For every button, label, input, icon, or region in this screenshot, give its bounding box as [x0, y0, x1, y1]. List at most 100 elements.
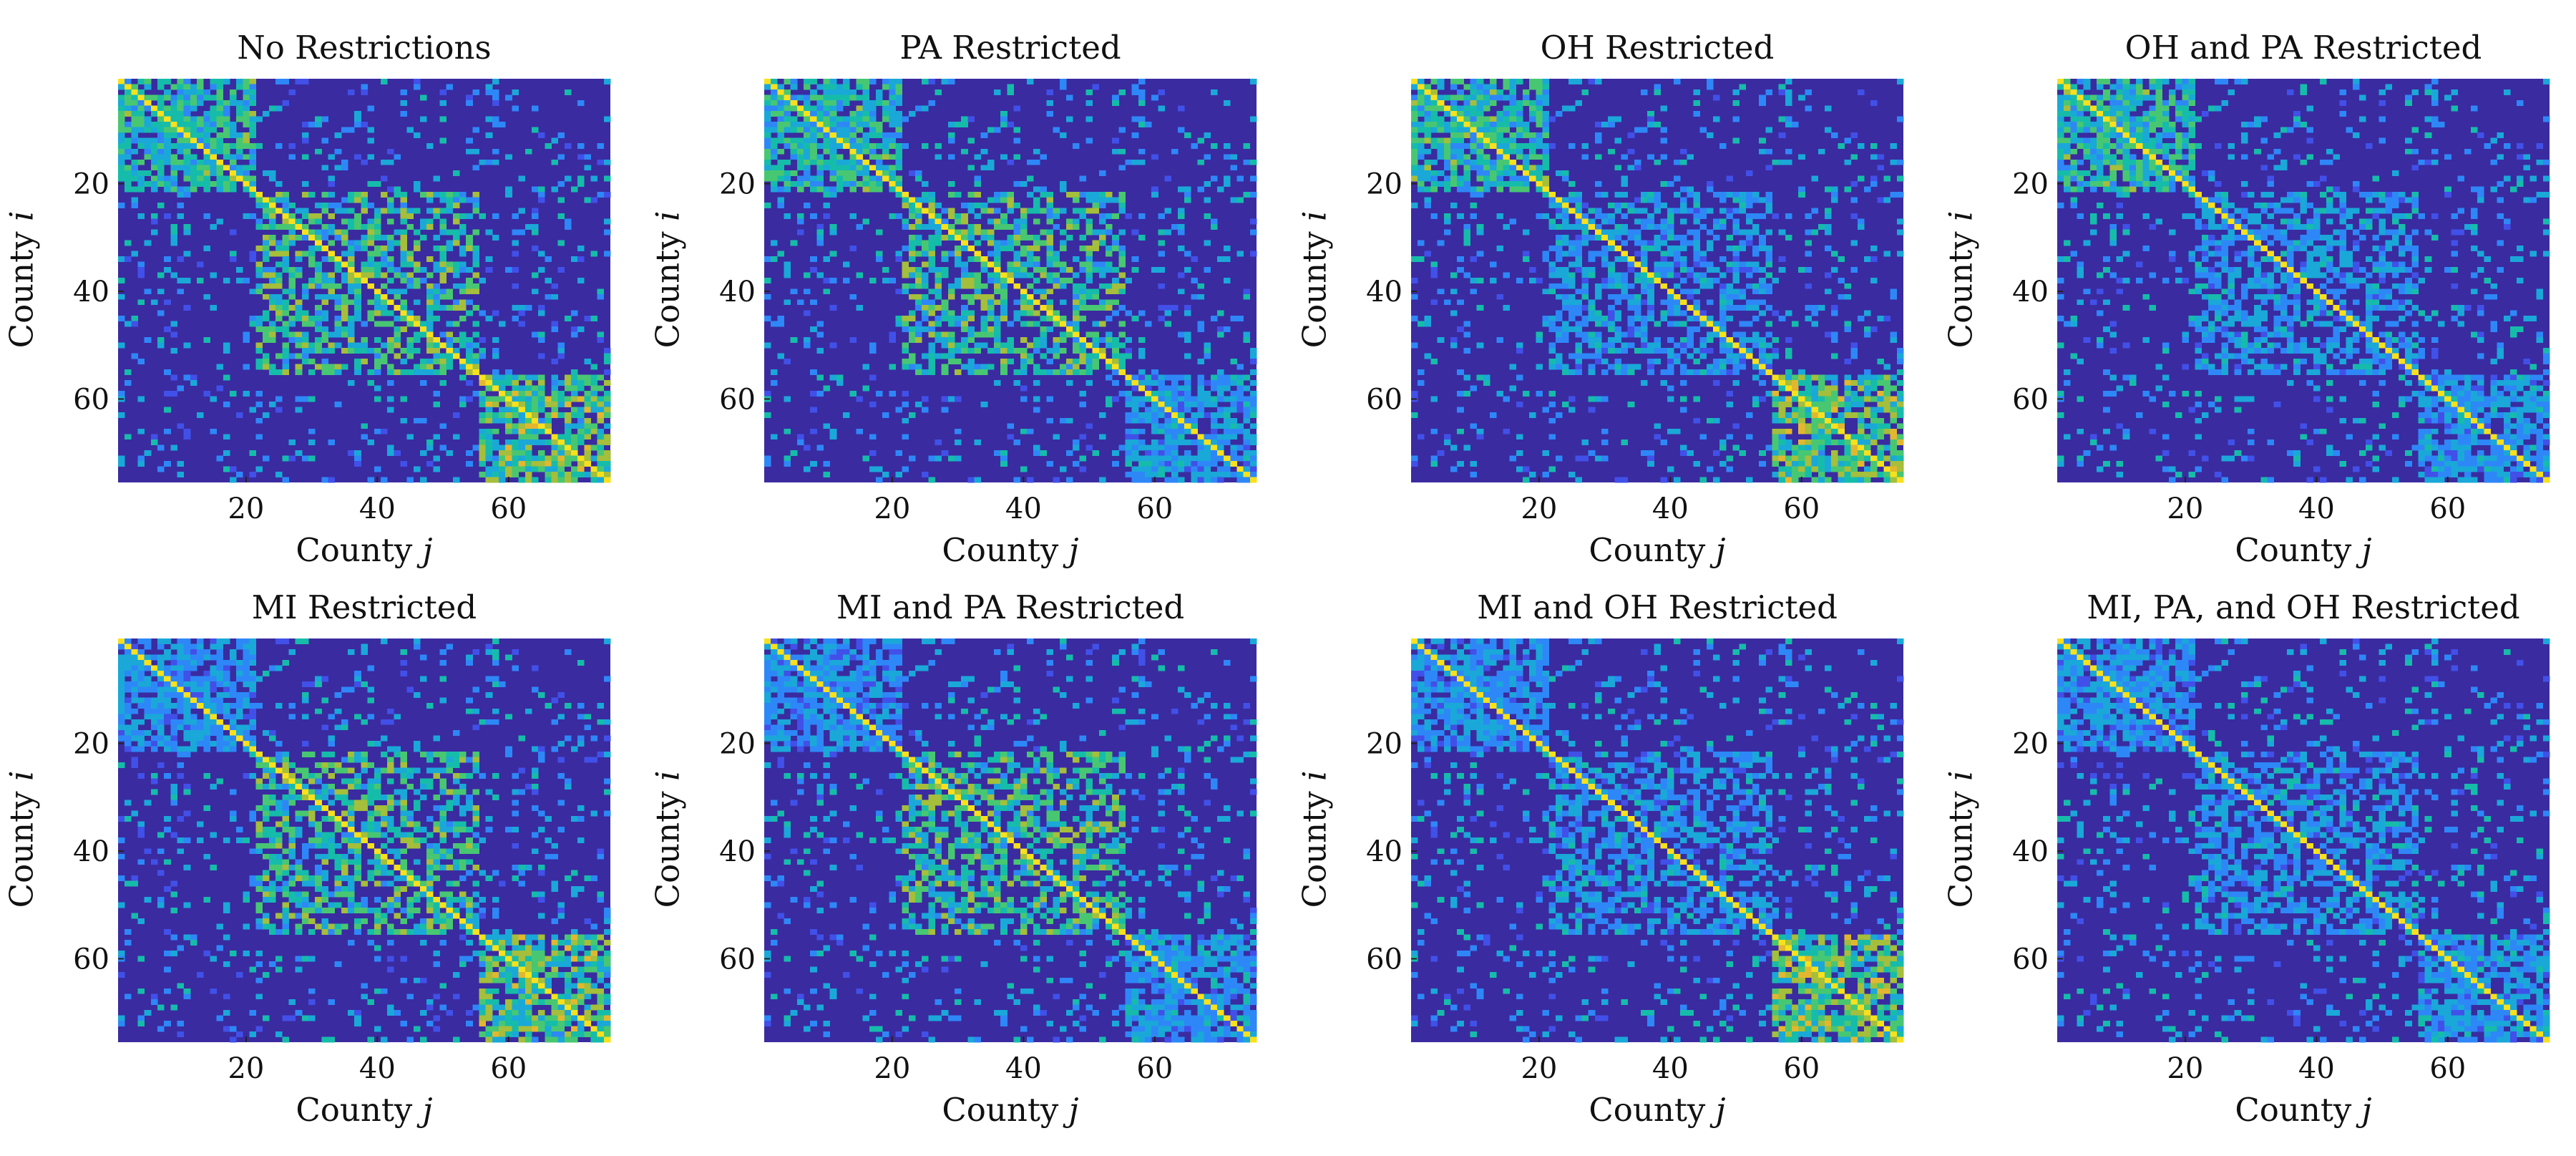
heatmap-cell [315, 240, 322, 246]
heatmap-cell [472, 191, 479, 198]
heatmap-cell [249, 116, 257, 122]
heatmap-cell [518, 460, 526, 467]
heatmap-cell [1496, 175, 1503, 182]
heatmap-cell [1191, 460, 1198, 467]
heatmap-cell [875, 229, 883, 235]
heatmap-cell [1614, 202, 1621, 208]
heatmap-cell [1594, 122, 1602, 128]
heatmap-cell [466, 380, 473, 387]
heatmap-cell [1516, 116, 1523, 122]
heatmap-cell [295, 299, 303, 306]
heatmap-cell [1660, 229, 1668, 235]
heatmap-cell [1098, 272, 1106, 278]
heatmap-cell [197, 143, 204, 150]
heatmap-cell [1131, 315, 1139, 321]
heatmap-cell [512, 439, 519, 445]
heatmap-cell [249, 100, 257, 106]
heatmap-cell [268, 202, 276, 208]
heatmap-cell [1151, 369, 1158, 375]
heatmap-cell [538, 385, 545, 392]
heatmap-cell [816, 154, 824, 160]
heatmap-cell [955, 122, 962, 128]
heatmap-cell [922, 105, 929, 112]
heatmap-cell [1131, 402, 1139, 408]
heatmap-cell [947, 208, 955, 214]
heatmap-cell [177, 89, 185, 95]
heatmap-cell [1430, 299, 1438, 306]
heatmap-cell [597, 396, 605, 402]
heatmap-cell [967, 256, 975, 263]
heatmap-cell [1040, 331, 1047, 338]
heatmap-cell [928, 299, 935, 306]
heatmap-cell [816, 94, 824, 101]
heatmap-cell [1561, 218, 1569, 225]
heatmap-cell [889, 111, 896, 117]
heatmap-cell [1424, 170, 1431, 176]
heatmap-cell [1106, 191, 1113, 198]
heatmap-cell [433, 246, 440, 252]
heatmap-cell [1687, 208, 1694, 214]
heatmap-cell [764, 79, 771, 84]
heatmap-cell [987, 364, 995, 370]
heatmap-cell [282, 267, 289, 273]
heatmap-cell [1457, 186, 1464, 193]
heatmap-cell [1191, 417, 1198, 424]
heatmap-cell [1065, 380, 1073, 387]
heatmap-cell [777, 315, 784, 321]
heatmap-cell [1568, 261, 1576, 268]
heatmap-cell [1059, 132, 1067, 139]
heatmap-cell [1204, 460, 1211, 467]
heatmap-cell [492, 235, 499, 241]
heatmap-cell [295, 336, 303, 343]
heatmap-cell [961, 267, 968, 273]
heatmap-cell [987, 331, 995, 338]
heatmap-cell [816, 100, 824, 106]
heatmap-cell [1561, 299, 1569, 306]
heatmap-cell [856, 154, 863, 160]
heatmap-cell [1667, 272, 1674, 278]
heatmap-cell [492, 353, 499, 359]
heatmap-cell [1667, 218, 1674, 225]
heatmap-cell [1673, 272, 1681, 278]
heatmap-cell [1785, 122, 1792, 128]
heatmap-cell [1831, 191, 1838, 198]
heatmap-cell [348, 321, 355, 327]
heatmap-cell [1699, 213, 1707, 219]
heatmap-cell [1896, 218, 1904, 225]
heatmap-cell [1883, 197, 1891, 203]
heatmap-cell [1516, 154, 1523, 160]
heatmap-cell [249, 165, 257, 171]
heatmap-cell [1177, 213, 1185, 219]
heatmap-cell [426, 224, 434, 230]
heatmap-cell [210, 304, 217, 311]
heatmap-cell [223, 342, 230, 349]
heatmap-cell [1424, 137, 1431, 144]
heatmap-cell [1450, 84, 1458, 90]
heatmap-cell [1752, 288, 1760, 295]
heatmap-cell [1249, 191, 1257, 198]
heatmap-cell [829, 111, 837, 117]
heatmap-cell [823, 159, 831, 165]
heatmap-cell [1726, 315, 1733, 321]
heatmap-cell [889, 84, 896, 90]
heatmap-cell [1621, 272, 1629, 278]
heatmap-cell [1627, 261, 1635, 268]
heatmap-cell [829, 122, 837, 128]
heatmap-cell [1732, 100, 1740, 106]
heatmap-cell [505, 428, 512, 434]
heatmap-cell [955, 213, 962, 219]
heatmap-cell [584, 197, 591, 203]
heatmap-cell [137, 261, 145, 268]
heatmap-cell [361, 159, 368, 165]
heatmap-cell [1732, 278, 1740, 284]
heatmap-cell [216, 84, 224, 90]
heatmap-cell [518, 229, 526, 235]
heatmap-cell [804, 202, 811, 208]
heatmap-cell [908, 208, 916, 214]
heatmap-cell [1850, 154, 1858, 160]
heatmap-cell [1542, 213, 1550, 219]
heatmap-cell [1098, 283, 1106, 289]
heatmap-cell [1739, 331, 1747, 338]
heatmap-cell [157, 310, 165, 316]
heatmap-cell [1509, 122, 1517, 128]
